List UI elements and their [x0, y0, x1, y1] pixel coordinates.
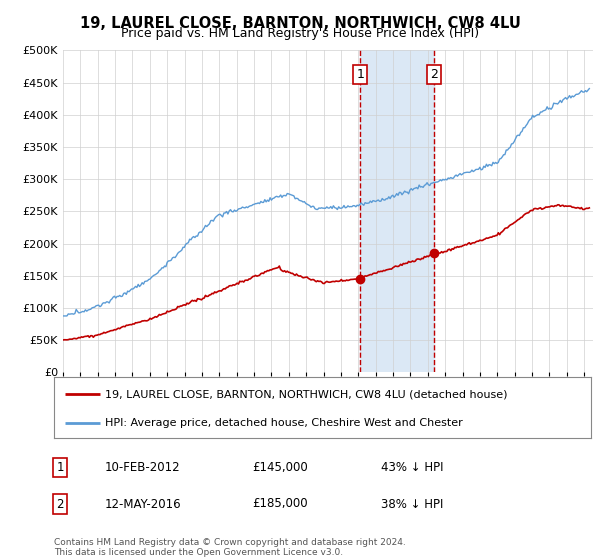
Text: HPI: Average price, detached house, Cheshire West and Chester: HPI: Average price, detached house, Ches… — [105, 418, 463, 428]
Text: 2: 2 — [430, 68, 438, 81]
Text: 1: 1 — [56, 461, 64, 474]
Text: 12-MAY-2016: 12-MAY-2016 — [105, 497, 182, 511]
Text: Contains HM Land Registry data © Crown copyright and database right 2024.
This d: Contains HM Land Registry data © Crown c… — [54, 538, 406, 557]
Text: 43% ↓ HPI: 43% ↓ HPI — [381, 461, 443, 474]
Text: 2: 2 — [56, 497, 64, 511]
Text: £185,000: £185,000 — [252, 497, 308, 511]
Text: 19, LAUREL CLOSE, BARNTON, NORTHWICH, CW8 4LU: 19, LAUREL CLOSE, BARNTON, NORTHWICH, CW… — [80, 16, 520, 31]
Text: 38% ↓ HPI: 38% ↓ HPI — [381, 497, 443, 511]
Text: Price paid vs. HM Land Registry's House Price Index (HPI): Price paid vs. HM Land Registry's House … — [121, 27, 479, 40]
Text: 1: 1 — [356, 68, 364, 81]
Bar — [360, 50, 434, 372]
Text: £145,000: £145,000 — [252, 461, 308, 474]
Text: 10-FEB-2012: 10-FEB-2012 — [105, 461, 181, 474]
Text: 19, LAUREL CLOSE, BARNTON, NORTHWICH, CW8 4LU (detached house): 19, LAUREL CLOSE, BARNTON, NORTHWICH, CW… — [105, 389, 508, 399]
